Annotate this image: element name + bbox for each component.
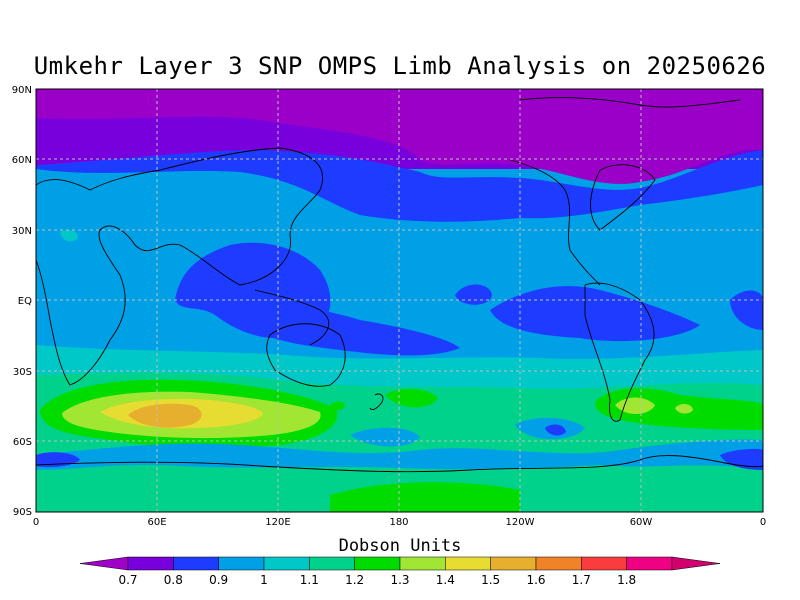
lon-tick-label: 120E bbox=[265, 517, 290, 528]
colorbar-swatch bbox=[263, 556, 310, 571]
lat-tick-label: EQ bbox=[18, 296, 32, 307]
coast-africa-eurasia bbox=[36, 147, 324, 386]
field-blob-africa bbox=[60, 230, 78, 242]
colorbar-swatch bbox=[127, 556, 174, 571]
lon-tick-label: 0 bbox=[33, 517, 39, 528]
colorbar-tick-label: 1.4 bbox=[436, 573, 455, 587]
lon-tick-label: 60E bbox=[147, 517, 166, 528]
colorbar-tick-label: 1.1 bbox=[300, 573, 319, 587]
colorbar-tick-label: 1.8 bbox=[617, 573, 636, 587]
lat-tick-label: 90N bbox=[12, 85, 32, 96]
lon-tick-label: 180 bbox=[389, 517, 408, 528]
field-south-orange bbox=[128, 403, 202, 428]
field-antarctic-green bbox=[330, 482, 520, 512]
lon-tick-label: 0 bbox=[760, 517, 766, 528]
lon-tick-label: 120W bbox=[506, 517, 535, 528]
colorbar-title: Dobson Units bbox=[338, 536, 462, 556]
field-antarctic-dark-east bbox=[720, 448, 763, 470]
field-blob-nz bbox=[385, 388, 438, 408]
coastlines bbox=[36, 97, 763, 473]
colorbar-swatch bbox=[218, 556, 265, 571]
coast-indonesia bbox=[254, 289, 330, 346]
lat-tick-label: 30N bbox=[12, 226, 32, 237]
grid-lines bbox=[36, 89, 763, 512]
lat-tick-label: 60S bbox=[13, 437, 32, 448]
lat-axis: 90N 60N 30N EQ 30S 60S 90S bbox=[12, 85, 32, 518]
colorbar-swatch bbox=[309, 556, 355, 571]
lon-axis: 0 60E 120E 180 120W 60W 0 bbox=[33, 517, 766, 528]
colorbar-tick-label: 1.5 bbox=[481, 573, 500, 587]
field-south-america-lime bbox=[615, 397, 655, 415]
coast-australia bbox=[266, 323, 346, 387]
colorbar-tick-label: 0.9 bbox=[209, 573, 228, 587]
colorbar-swatch bbox=[535, 556, 582, 571]
colorbar-tick-label: 1.3 bbox=[390, 573, 409, 587]
lat-tick-label: 90S bbox=[13, 507, 32, 518]
colorbar-tick-label: 1 bbox=[260, 573, 268, 587]
colorbar-swatch bbox=[399, 556, 446, 571]
colorbar-swatch bbox=[173, 556, 219, 571]
map-frame bbox=[35, 88, 764, 513]
colorbar-swatch bbox=[490, 556, 537, 571]
colorbar-tick-label: 0.7 bbox=[118, 573, 137, 587]
coast-north-america-east bbox=[590, 164, 656, 231]
colorbar-tick-label: 1.7 bbox=[572, 573, 591, 587]
coast-south-america bbox=[584, 282, 655, 422]
lon-tick-label: 60W bbox=[630, 517, 653, 528]
coast-new-zealand bbox=[369, 393, 384, 411]
colorbar-tick-label: 1.6 bbox=[526, 573, 545, 587]
colorbar-arrow-low bbox=[79, 556, 129, 571]
field-small-green bbox=[330, 401, 345, 411]
coast-north-america-west bbox=[509, 159, 601, 286]
field-south-pacific-dark bbox=[545, 424, 566, 436]
field-blob-south-mid bbox=[350, 427, 420, 447]
field-antarctic-blue bbox=[36, 439, 763, 470]
field-band-polar-north bbox=[36, 89, 763, 184]
colorbar-swatch bbox=[445, 556, 491, 571]
coast-arctic bbox=[519, 97, 741, 108]
colorbar-swatch bbox=[626, 556, 673, 571]
chart-title: Umkehr Layer 3 SNP OMPS Limb Analysis on… bbox=[33, 52, 767, 80]
field-blob-pacific-west bbox=[235, 304, 460, 356]
lat-tick-label: 30S bbox=[13, 367, 32, 378]
colorbar-arrow-high bbox=[671, 556, 721, 571]
field-small-lime bbox=[675, 404, 693, 414]
colorbar-swatch bbox=[581, 556, 627, 571]
colorbar-tick-label: 0.8 bbox=[164, 573, 183, 587]
colorbar-swatch bbox=[354, 556, 401, 571]
coast-antarctica bbox=[36, 455, 763, 473]
colorbar-tick-label: 1.2 bbox=[345, 573, 364, 587]
lat-tick-label: 60N bbox=[12, 155, 32, 166]
colorbar: 0.7 0.8 0.9 1 1.1 1.2 1.3 1.4 1.5 1.6 1.7 1.8 bbox=[79, 556, 721, 587]
